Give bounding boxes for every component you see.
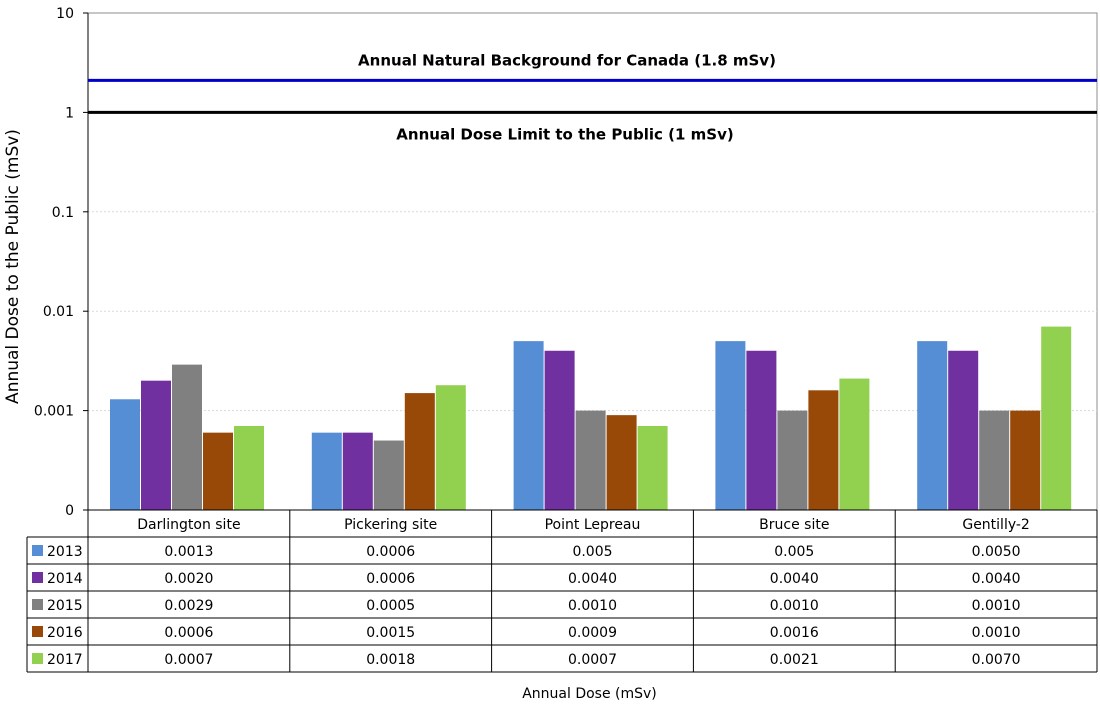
legend-swatch — [32, 626, 43, 637]
data-table-cell: 0.0040 — [568, 571, 617, 587]
x-axis-title: Annual Dose (mSv) — [522, 686, 657, 702]
bar — [575, 410, 606, 510]
data-table-cell: 0.0040 — [770, 571, 819, 587]
data-table-cell: 0.0006 — [366, 544, 415, 560]
legend-swatch — [32, 653, 43, 664]
bar — [746, 350, 777, 510]
data-table-cell: 0.005 — [774, 544, 814, 560]
bar — [1041, 326, 1072, 510]
bar — [435, 385, 466, 510]
bar — [141, 380, 171, 510]
data-table-cell: 0.0015 — [366, 625, 415, 641]
category-label: Darlington site — [137, 517, 240, 533]
bar — [1010, 410, 1041, 510]
bar — [110, 399, 140, 510]
bar — [544, 350, 575, 510]
data-table-cell: 0.0006 — [164, 625, 213, 641]
data-table-cell: 0.0010 — [972, 598, 1021, 614]
bar — [606, 415, 637, 510]
y-tick-label: 0.001 — [34, 404, 74, 420]
category-label: Point Lepreau — [545, 517, 641, 533]
data-table-cell: 0.005 — [572, 544, 612, 560]
bar — [839, 378, 870, 510]
bar — [404, 393, 435, 510]
bar — [808, 390, 839, 510]
legend-swatch — [32, 572, 43, 583]
bar — [637, 425, 668, 510]
data-table-cell: 0.0013 — [164, 544, 213, 560]
bar — [234, 425, 264, 510]
bar — [311, 432, 342, 510]
data-table-cell: 0.0007 — [164, 652, 213, 668]
data-table-cell: 0.0005 — [366, 598, 415, 614]
bar — [715, 341, 746, 510]
data-table-cell: 0.0018 — [366, 652, 415, 668]
category-label: Gentilly-2 — [962, 517, 1030, 533]
data-table-cell: 0.0009 — [568, 625, 617, 641]
legend-swatch — [32, 599, 43, 610]
bar — [513, 341, 544, 510]
data-table-cell: 0.0050 — [972, 544, 1021, 560]
bar — [342, 432, 373, 510]
data-table-cell: 0.0029 — [164, 598, 213, 614]
legend-label: 2014 — [47, 571, 83, 587]
bar — [948, 350, 979, 510]
reference-line-label: Annual Natural Background for Canada (1.… — [358, 51, 776, 69]
legend-label: 2016 — [47, 625, 83, 641]
bar — [172, 364, 202, 510]
bar — [979, 410, 1010, 510]
bar — [917, 341, 948, 510]
reference-line-label: Annual Dose Limit to the Public (1 mSv) — [396, 125, 733, 143]
bar — [373, 440, 404, 510]
data-table-cell: 0.0010 — [770, 598, 819, 614]
data-table-cell: 0.0021 — [770, 652, 819, 668]
data-table-cell: 0.0006 — [366, 571, 415, 587]
data-table-cell: 0.0010 — [568, 598, 617, 614]
y-axis-title: Annual Dose to the Public (mSv) — [3, 129, 23, 404]
data-table-cell: 0.0007 — [568, 652, 617, 668]
data-table-cell: 0.0010 — [972, 625, 1021, 641]
y-tick-label: 10 — [56, 6, 74, 22]
y-tick-label: 1 — [65, 105, 74, 121]
bar — [777, 410, 808, 510]
y-tick-label: 0 — [65, 503, 74, 519]
category-label: Pickering site — [344, 517, 437, 533]
data-table-cell: 0.0070 — [972, 652, 1021, 668]
legend-label: 2015 — [47, 598, 83, 614]
y-tick-label: 0.1 — [52, 205, 74, 221]
legend-swatch — [32, 545, 43, 556]
category-label: Bruce site — [759, 517, 829, 533]
data-table-cell: 0.0040 — [972, 571, 1021, 587]
legend-label: 2017 — [47, 652, 83, 668]
legend-label: 2013 — [47, 544, 83, 560]
bar — [203, 432, 233, 510]
data-table-cell: 0.0020 — [164, 571, 213, 587]
data-table-cell: 0.0016 — [770, 625, 819, 641]
y-tick-label: 0.01 — [43, 304, 74, 320]
